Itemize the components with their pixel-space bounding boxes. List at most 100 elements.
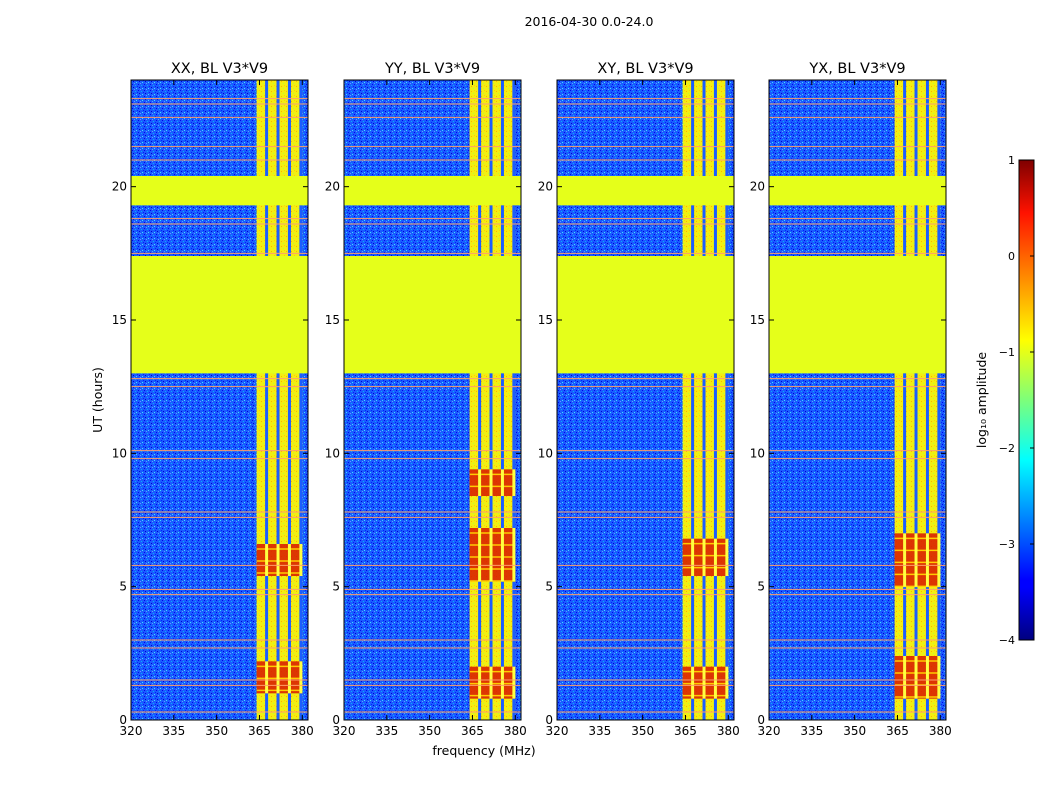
x-tick-label: 365 bbox=[461, 724, 484, 738]
rfi-channel-gap bbox=[903, 80, 907, 720]
y-tick-label: 10 bbox=[112, 446, 127, 460]
peak-gap bbox=[702, 666, 706, 699]
peak-gap bbox=[265, 661, 269, 694]
x-tick-label: 320 bbox=[333, 724, 356, 738]
peak-gap bbox=[265, 544, 269, 576]
rfi-channel-gap bbox=[691, 80, 695, 720]
peak-gap bbox=[713, 538, 717, 576]
x-tick-label: 350 bbox=[843, 724, 866, 738]
panel-title: YY, BL V3*V9 bbox=[384, 61, 480, 77]
x-tick-label: 335 bbox=[375, 724, 398, 738]
y-tick-label: 20 bbox=[112, 180, 127, 194]
peak-gap bbox=[512, 666, 516, 699]
y-tick-label: 10 bbox=[750, 446, 765, 460]
x-tick-label: 350 bbox=[418, 724, 441, 738]
panel-frame bbox=[130, 79, 309, 721]
y-tick-label: 10 bbox=[538, 446, 553, 460]
x-tick-label: 320 bbox=[758, 724, 781, 738]
x-tick-label: 380 bbox=[504, 724, 527, 738]
y-tick-label: 20 bbox=[750, 180, 765, 194]
x-tick-label: 380 bbox=[291, 724, 314, 738]
peak-gap bbox=[725, 538, 729, 576]
peak-gap bbox=[287, 661, 291, 694]
colorbar-tick-label: 0 bbox=[1008, 250, 1015, 263]
y-tick-label: 20 bbox=[538, 180, 553, 194]
x-tick-label: 350 bbox=[205, 724, 228, 738]
peak-gap bbox=[725, 666, 729, 699]
rfi-channel-gap bbox=[287, 80, 291, 720]
panel-group: XX, BL V3*V9 320 335 350 365 380 0 5 10 15 20 YY, B… bbox=[112, 61, 952, 738]
figure-suptitle: 2016-04-30 0.0-24.0 bbox=[525, 14, 654, 29]
x-axis-label: frequency (MHz) bbox=[432, 743, 535, 758]
peak-gap bbox=[691, 666, 695, 699]
peak-gap bbox=[702, 538, 706, 576]
peak-gap bbox=[299, 544, 303, 576]
panel-2: YY, BL V3*V9 320 335 350 365 380 0 5 10 15 20 bbox=[325, 61, 527, 738]
rfi-channel-gap bbox=[299, 80, 303, 720]
panel-title: XX, BL V3*V9 bbox=[171, 61, 268, 77]
x-tick-label: 380 bbox=[717, 724, 740, 738]
colorbar-ramp bbox=[1018, 159, 1035, 641]
y-axis-label: UT (hours) bbox=[90, 367, 105, 433]
peak-gap bbox=[276, 544, 280, 576]
colorbar-tick-label: 1 bbox=[1008, 154, 1015, 167]
colorbar-tick-label: −2 bbox=[999, 442, 1015, 455]
y-tick-label: 0 bbox=[757, 713, 765, 727]
flagged-block bbox=[769, 176, 946, 206]
y-tick-label: 0 bbox=[119, 713, 127, 727]
peak-gap bbox=[713, 666, 717, 699]
peak-gap bbox=[512, 528, 516, 582]
peak-gap bbox=[489, 528, 493, 582]
y-tick-label: 15 bbox=[538, 313, 553, 327]
x-tick-label: 320 bbox=[546, 724, 569, 738]
x-tick-label: 380 bbox=[929, 724, 952, 738]
y-tick-label: 5 bbox=[332, 580, 340, 594]
panel-frame bbox=[768, 79, 947, 721]
flagged-block bbox=[344, 176, 521, 206]
flagged-block bbox=[557, 256, 734, 374]
peak-gap bbox=[925, 533, 929, 587]
flagged-block bbox=[131, 256, 308, 374]
y-tick-label: 15 bbox=[112, 313, 127, 327]
y-tick-label: 15 bbox=[325, 313, 340, 327]
flagged-block bbox=[344, 256, 521, 374]
panel-frame bbox=[343, 79, 522, 721]
peak-gap bbox=[276, 661, 280, 694]
rfi-channel-gap bbox=[276, 80, 280, 720]
panel-1: XX, BL V3*V9 320 335 350 365 380 0 5 10 15 20 bbox=[112, 61, 314, 738]
peak-gap bbox=[489, 469, 493, 496]
peak-gap bbox=[287, 544, 291, 576]
peak-gap bbox=[478, 528, 482, 582]
peak-gap bbox=[903, 533, 907, 587]
flagged-block bbox=[769, 256, 946, 374]
y-tick-label: 20 bbox=[325, 180, 340, 194]
rfi-channel-gap bbox=[489, 80, 493, 720]
colorbar-tick-label: −4 bbox=[999, 634, 1015, 647]
peak-gap bbox=[478, 666, 482, 699]
rfi-channel-gap bbox=[702, 80, 706, 720]
x-tick-label: 335 bbox=[588, 724, 611, 738]
peak-gap bbox=[299, 661, 303, 694]
y-tick-label: 5 bbox=[119, 580, 127, 594]
panel-3: XY, BL V3*V9 320 335 350 365 380 0 5 10 15 20 bbox=[538, 61, 740, 738]
colorbar-tick-label: −3 bbox=[999, 538, 1015, 551]
panel-title: YX, BL V3*V9 bbox=[808, 61, 905, 77]
rfi-channel-gap bbox=[713, 80, 717, 720]
rfi-channel-gap bbox=[478, 80, 482, 720]
x-tick-label: 335 bbox=[162, 724, 185, 738]
x-tick-label: 335 bbox=[800, 724, 823, 738]
rfi-channel-gap bbox=[725, 80, 729, 720]
peak-gap bbox=[914, 533, 918, 587]
panel-title: XY, BL V3*V9 bbox=[597, 61, 693, 77]
y-tick-label: 15 bbox=[750, 313, 765, 327]
colorbar-label: log₁₀ amplitude bbox=[974, 352, 989, 449]
y-tick-label: 0 bbox=[545, 713, 553, 727]
rfi-channel-gap bbox=[500, 80, 504, 720]
x-tick-label: 350 bbox=[631, 724, 654, 738]
peak-gap bbox=[500, 666, 504, 699]
peak-gap bbox=[489, 666, 493, 699]
peak-gap bbox=[903, 656, 907, 699]
peak-gap bbox=[925, 656, 929, 699]
